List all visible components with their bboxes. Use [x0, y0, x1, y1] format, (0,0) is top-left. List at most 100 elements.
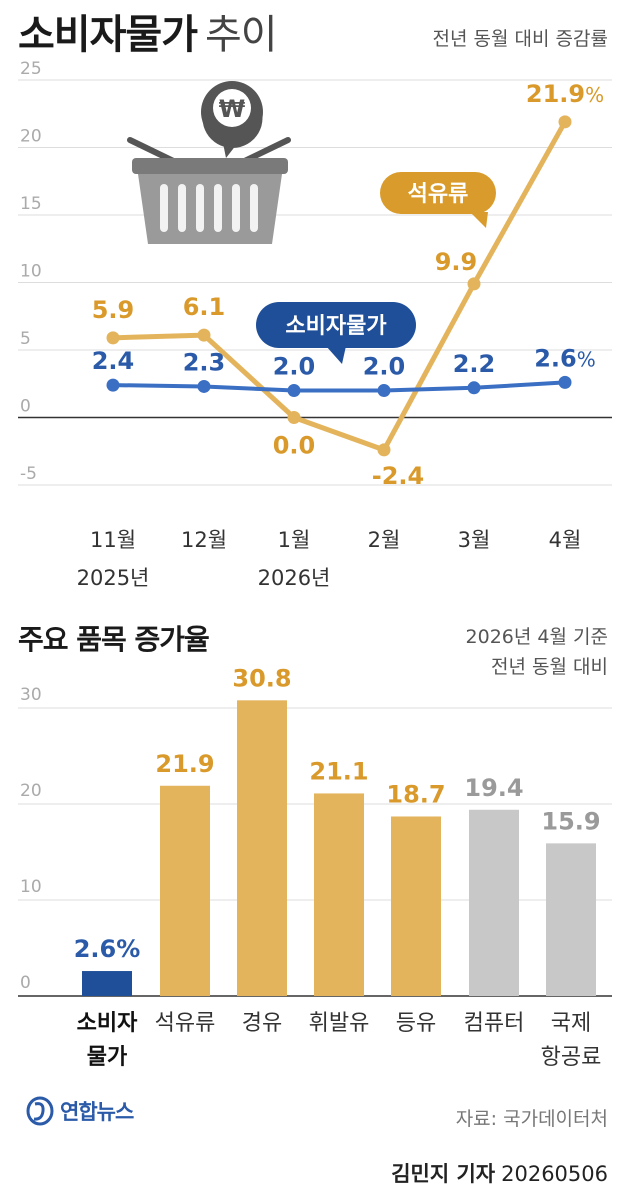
yonhap-logo: 연합뉴스: [26, 1096, 134, 1126]
title-text: 소비자물가: [18, 12, 198, 58]
x-tick-label: 11월: [90, 528, 136, 552]
bar-category-label: 휘발유: [309, 1011, 370, 1036]
logo-text: 연합뉴스: [60, 1100, 134, 1124]
y-tick-label: 25: [20, 59, 42, 79]
x-tick-year-label: 2026년: [258, 566, 331, 590]
series-line-cpi: [112, 380, 566, 393]
bar: [546, 843, 596, 996]
data-point-oil: [287, 411, 301, 424]
badge-cpi-pointer: [326, 346, 346, 364]
data-point-cpi: [467, 381, 481, 395]
page-title: 소비자물가 추이: [18, 2, 278, 60]
data-label-cpi: 2.4: [92, 347, 135, 375]
series-line-oil: [112, 120, 568, 453]
y-tick-label: 20: [20, 781, 42, 801]
bar: [391, 816, 441, 996]
data-label-value: 2.0: [273, 353, 316, 381]
data-point-oil: [467, 277, 481, 291]
svg-text:₩: ₩: [219, 95, 246, 123]
badge-cpi: [256, 302, 416, 348]
chart-subtitle: 전년 동월 대비 증감률: [432, 28, 608, 50]
line-chart-grid: 25 20 15 10 5 0 -5: [18, 59, 612, 486]
bar-chart-title: 주요 품목 증가율: [18, 623, 210, 656]
x-tick-label: 12월: [181, 528, 227, 552]
data-label-oil: 0.0: [273, 432, 316, 460]
bar-category-label: 석유류: [155, 1011, 216, 1036]
x-tick-label: 4월: [549, 528, 582, 552]
data-label-cpi: 2.3: [183, 348, 226, 376]
data-label-unit: %: [585, 83, 604, 107]
yonhap-logo-icon: [26, 1096, 54, 1126]
y-tick-label: 15: [20, 194, 42, 214]
reporter-name: 김민지 기자: [391, 1162, 496, 1186]
y-tick-label: 20: [20, 127, 42, 147]
line-chart-series: [106, 115, 572, 457]
bar-chart-basis-line1: 2026년 4월 기준: [465, 626, 608, 648]
data-label-value: -2.4: [372, 462, 424, 490]
bar-value-label: 21.9: [155, 750, 214, 778]
data-label-value: 2.3: [183, 348, 226, 376]
line-chart-data-labels: 5.9 6.1 0.0 -2.4 9.9 21.9% 2.4 2.3 2.0 2.0 2.2 2.6%: [92, 80, 604, 490]
data-point-cpi: [197, 379, 211, 393]
y-tick-label: 10: [20, 262, 42, 282]
data-point-cpi: [377, 384, 391, 397]
bar: [237, 700, 287, 996]
shopping-basket-won-icon: ₩: [127, 81, 291, 244]
publish-date: 20260506: [501, 1162, 608, 1186]
y-tick-label: -5: [20, 464, 37, 484]
data-label-oil: -2.4: [372, 462, 424, 490]
bar: [160, 785, 210, 996]
bar-category-label: 등유: [396, 1011, 436, 1036]
data-point-oil: [197, 328, 211, 342]
data-label-value: 2.6: [534, 344, 577, 372]
data-label-value: 0.0: [273, 432, 316, 460]
bar-category-label: 국제: [551, 1011, 591, 1036]
bar-value-label: 18.7: [386, 780, 445, 808]
data-label-value: 9.9: [435, 248, 478, 276]
data-label-oil: 5.9: [92, 296, 135, 324]
data-point-oil: [558, 115, 572, 129]
bar-value-label: 15.9: [541, 807, 600, 835]
line-chart-x-axis: 11월 12월 1월 2월 3월 4월 2025년 2026년: [77, 528, 582, 590]
data-label-value: 5.9: [92, 296, 135, 324]
bar-category-label: 컴퓨터: [464, 1011, 525, 1036]
bar-category-label: 물가: [87, 1045, 127, 1070]
x-tick-label: 3월: [458, 528, 491, 552]
x-tick-label: 1월: [278, 528, 311, 552]
data-label-oil: 9.9: [435, 248, 478, 276]
data-point-oil: [377, 443, 391, 457]
y-tick-label: 0: [20, 397, 31, 417]
data-point-cpi: [106, 378, 120, 392]
data-label-value: 2.0: [363, 353, 406, 381]
bar-chart-basis-line2: 전년 동월 대비: [491, 656, 608, 678]
bar-chart: 30 20 10 0 2.6% 21.9 30.8 21.1 18.7 19.4 15.9 소비자…: [18, 664, 612, 1070]
bar-value-label: 2.6%: [74, 935, 141, 963]
bar-value-label: 21.1: [309, 757, 368, 785]
bar-value-label: 30.8: [232, 664, 291, 692]
data-point-cpi: [558, 375, 572, 389]
bar-category-label: 소비자: [77, 1011, 138, 1036]
y-tick-label: 10: [20, 877, 42, 897]
data-label-value: 21.9: [526, 80, 585, 108]
data-label-oil: 6.1: [183, 293, 226, 321]
badge-oil-pointer: [470, 212, 488, 228]
bar-chart-data-labels: 2.6% 21.9 30.8 21.1 18.7 19.4 15.9: [74, 664, 601, 963]
badge-oil-label: 석유류: [408, 182, 469, 207]
y-tick-label: 5: [20, 329, 31, 349]
bar-value-label: 19.4: [464, 774, 523, 802]
data-point-oil: [106, 331, 120, 345]
data-label-cpi: 2.2: [453, 350, 496, 378]
data-label-cpi: 2.6%: [534, 344, 596, 372]
x-tick-label: 2월: [368, 528, 401, 552]
badge-cpi-label: 소비자물가: [285, 314, 386, 339]
bar-category-label: 경유: [242, 1011, 282, 1036]
data-label-cpi: 2.0: [363, 353, 406, 381]
bar: [314, 793, 364, 996]
bar-category-label: 항공료: [541, 1045, 602, 1070]
bar: [82, 971, 132, 996]
x-tick-year-label: 2025년: [77, 566, 150, 590]
data-point-cpi: [287, 384, 301, 397]
